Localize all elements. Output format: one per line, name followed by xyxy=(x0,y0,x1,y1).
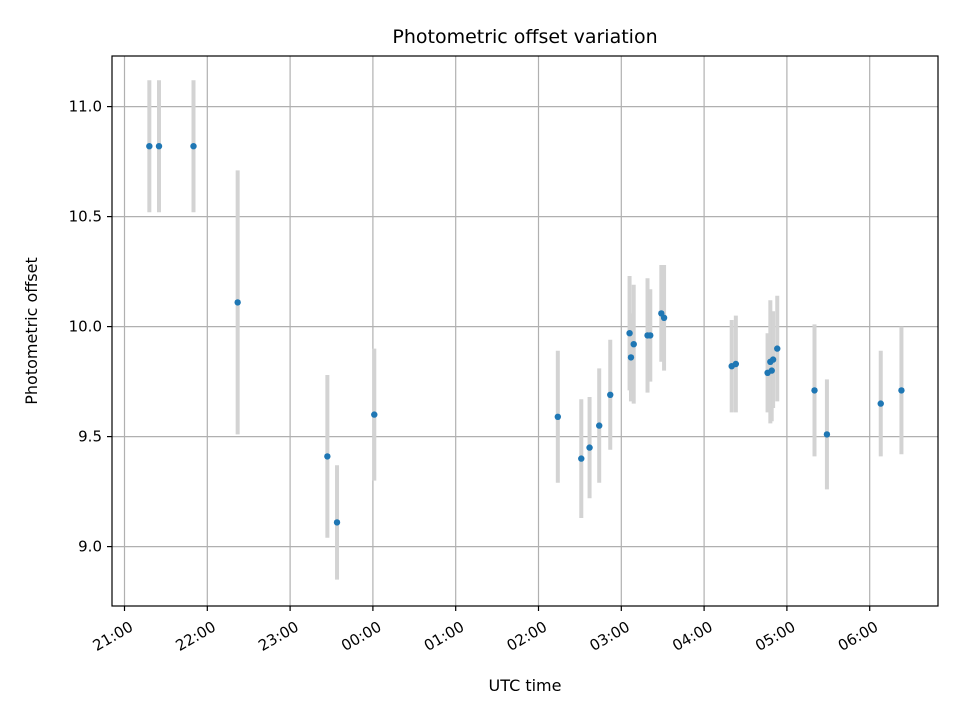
data-point xyxy=(627,354,635,361)
data-point xyxy=(155,143,163,150)
y-axis-label: Photometric offset xyxy=(22,257,41,405)
x-tick-label: 02:00 xyxy=(504,618,550,655)
data-point xyxy=(234,299,241,306)
data-point xyxy=(324,453,331,460)
data-point xyxy=(898,387,905,394)
data-point xyxy=(626,330,633,337)
x-tick-label: 00:00 xyxy=(338,618,384,655)
grid xyxy=(112,56,938,606)
data-point xyxy=(732,360,740,368)
data-point xyxy=(596,422,603,429)
y-tick-label: 10.5 xyxy=(69,208,102,226)
data-point xyxy=(774,345,781,352)
data-point xyxy=(769,356,777,363)
x-tick-label: 03:00 xyxy=(586,618,632,655)
data-point xyxy=(190,143,197,150)
x-tick-label: 21:00 xyxy=(90,618,136,655)
x-tick-label: 06:00 xyxy=(835,618,881,655)
data-point xyxy=(647,332,654,339)
data-point xyxy=(371,411,378,418)
chart-title: Photometric offset variation xyxy=(392,26,657,48)
data-point xyxy=(660,314,668,321)
data-point xyxy=(877,400,884,407)
data-point xyxy=(823,431,831,438)
x-axis-label: UTC time xyxy=(489,676,562,695)
error-bars xyxy=(147,80,904,580)
data-point xyxy=(811,387,818,394)
data-point xyxy=(146,143,153,150)
y-tick-label: 10.0 xyxy=(69,318,102,336)
x-tick-label: 23:00 xyxy=(255,618,301,655)
plot-frame xyxy=(111,55,939,607)
data-point xyxy=(586,444,593,451)
data-point xyxy=(607,391,614,398)
x-axis: 21:00 22:00 23:00 00:00 01:00 02:00 03:00 04:00… xyxy=(90,606,881,655)
data-point xyxy=(768,367,775,374)
x-tick-label: 22:00 xyxy=(172,618,218,655)
data-points xyxy=(146,143,905,526)
y-tick-label: 11.0 xyxy=(69,98,102,116)
x-tick-label: 04:00 xyxy=(669,618,715,655)
data-point xyxy=(630,341,637,348)
x-tick-label: 01:00 xyxy=(421,618,467,655)
data-point xyxy=(333,519,341,526)
y-axis: 9.0 9.5 10.0 10.5 11.0 xyxy=(69,98,112,556)
data-point xyxy=(554,413,562,420)
y-tick-label: 9.0 xyxy=(78,538,102,556)
data-point xyxy=(578,455,585,462)
y-tick-label: 9.5 xyxy=(78,428,102,446)
x-tick-label: 05:00 xyxy=(752,618,798,655)
